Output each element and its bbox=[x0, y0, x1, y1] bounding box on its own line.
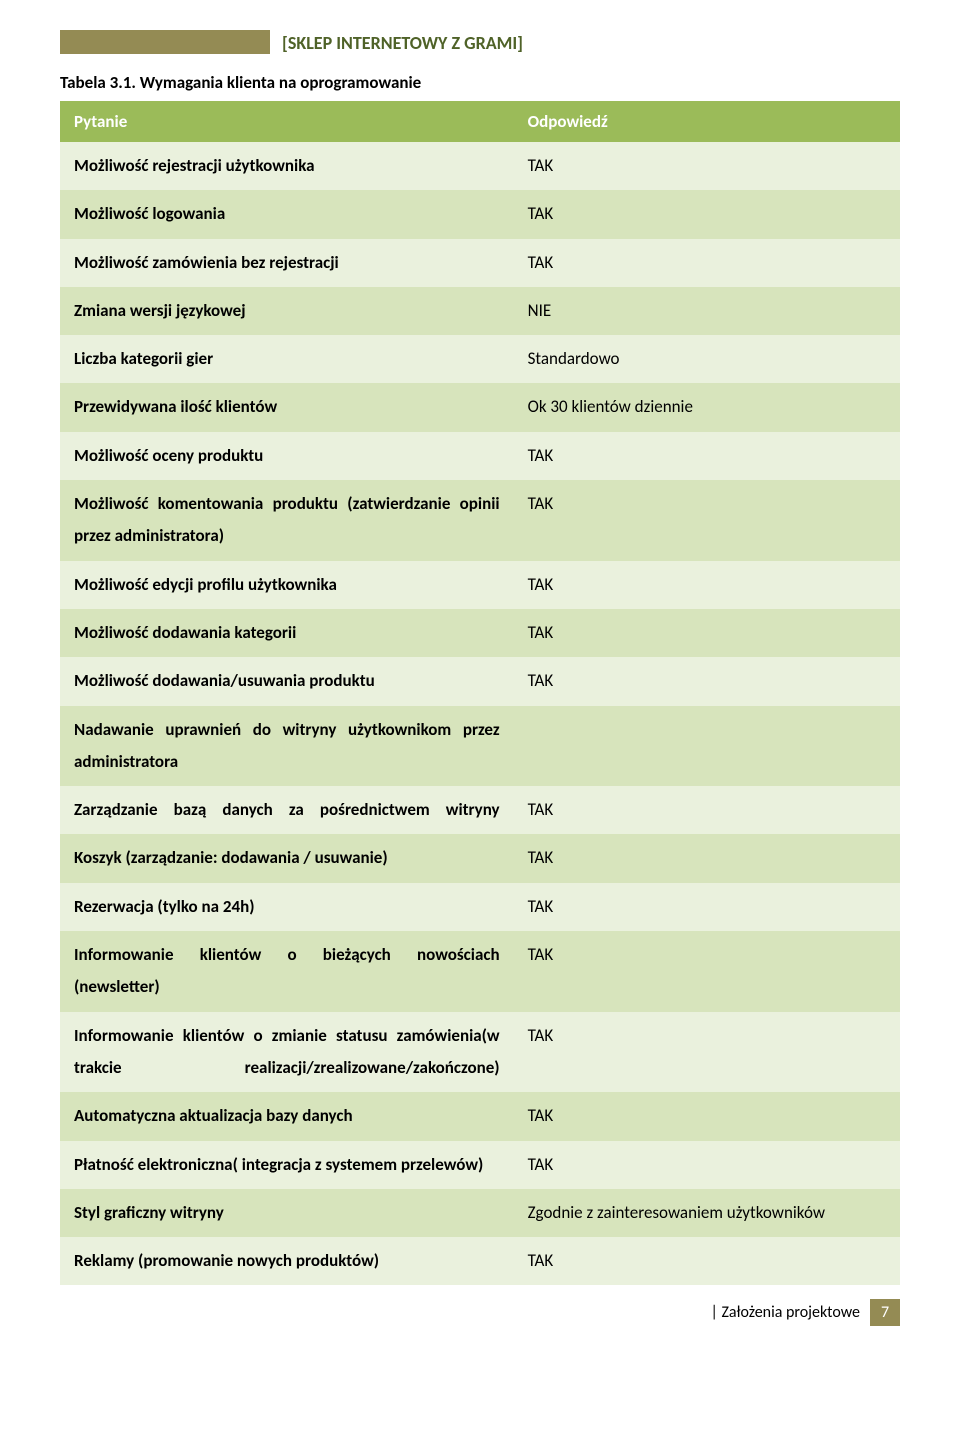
cell-question: Styl graficzny witryny bbox=[60, 1189, 514, 1237]
page-header: [SKLEP INTERNETOWY Z GRAMI] bbox=[60, 30, 900, 54]
cell-question: Informowanie klientów o bieżących nowośc… bbox=[60, 931, 514, 1012]
table-caption: Tabela 3.1. Wymagania klienta na oprogra… bbox=[60, 72, 900, 93]
cell-question: Możliwość edycji profilu użytkownika bbox=[60, 561, 514, 609]
cell-answer: Standardowo bbox=[514, 335, 900, 383]
cell-answer: TAK bbox=[514, 883, 900, 931]
page-footer: | Założenia projektowe 7 bbox=[60, 1299, 900, 1326]
cell-answer: TAK bbox=[514, 609, 900, 657]
cell-answer: TAK bbox=[514, 1092, 900, 1140]
table-row: Możliwość dodawania kategoriiTAK bbox=[60, 609, 900, 657]
table-body: Możliwość rejestracji użytkownikaTAK Moż… bbox=[60, 142, 900, 1285]
table-row: Liczba kategorii gierStandardowo bbox=[60, 335, 900, 383]
requirements-table: Pytanie Odpowiedź Możliwość rejestracji … bbox=[60, 101, 900, 1285]
table-row: Reklamy (promowanie nowych produktów)TAK bbox=[60, 1237, 900, 1285]
table-row: Możliwość oceny produktuTAK bbox=[60, 432, 900, 480]
table-row: Koszyk (zarządzanie: dodawania / usuwani… bbox=[60, 834, 900, 882]
cell-question: Możliwość oceny produktu bbox=[60, 432, 514, 480]
cell-question: Reklamy (promowanie nowych produktów) bbox=[60, 1237, 514, 1285]
header-title: [SKLEP INTERNETOWY Z GRAMI] bbox=[282, 32, 523, 54]
footer-page-number: 7 bbox=[870, 1299, 900, 1326]
cell-question: Liczba kategorii gier bbox=[60, 335, 514, 383]
table-row: Informowanie klientów o zmianie statusu … bbox=[60, 1012, 900, 1093]
cell-answer: TAK bbox=[514, 432, 900, 480]
table-row: Możliwość edycji profilu użytkownikaTAK bbox=[60, 561, 900, 609]
header-accent-block bbox=[60, 30, 270, 54]
cell-question: Możliwość logowania bbox=[60, 190, 514, 238]
table-row: Możliwość rejestracji użytkownikaTAK bbox=[60, 142, 900, 190]
cell-question: Możliwość dodawania kategorii bbox=[60, 609, 514, 657]
table-row: Styl graficzny witrynyZgodnie z zaintere… bbox=[60, 1189, 900, 1237]
cell-answer bbox=[514, 706, 900, 787]
cell-answer: Zgodnie z zainteresowaniem użytkowników bbox=[514, 1189, 900, 1237]
cell-answer: TAK bbox=[514, 190, 900, 238]
cell-question: Automatyczna aktualizacja bazy danych bbox=[60, 1092, 514, 1140]
cell-answer: Ok 30 klientów dziennie bbox=[514, 383, 900, 431]
cell-question: Koszyk (zarządzanie: dodawania / usuwani… bbox=[60, 834, 514, 882]
cell-answer: TAK bbox=[514, 834, 900, 882]
table-row: Rezerwacja (tylko na 24h)TAK bbox=[60, 883, 900, 931]
cell-question: Nadawanie uprawnień do witryny użytkowni… bbox=[60, 706, 514, 787]
table-row: Możliwość zamówienia bez rejestracjiTAK bbox=[60, 239, 900, 287]
table-row: Możliwość logowaniaTAK bbox=[60, 190, 900, 238]
cell-answer: TAK bbox=[514, 1237, 900, 1285]
cell-question: Informowanie klientów o zmianie statusu … bbox=[60, 1012, 514, 1093]
cell-question: Zmiana wersji językowej bbox=[60, 287, 514, 335]
cell-answer: TAK bbox=[514, 142, 900, 190]
table-row: Zmiana wersji językowejNIE bbox=[60, 287, 900, 335]
table-header-row: Pytanie Odpowiedź bbox=[60, 101, 900, 142]
table-row: Płatność elektroniczna( integracja z sys… bbox=[60, 1141, 900, 1189]
cell-question: Możliwość zamówienia bez rejestracji bbox=[60, 239, 514, 287]
cell-question: Rezerwacja (tylko na 24h) bbox=[60, 883, 514, 931]
cell-answer: NIE bbox=[514, 287, 900, 335]
cell-answer: TAK bbox=[514, 239, 900, 287]
col-header-question: Pytanie bbox=[60, 101, 514, 142]
footer-section-label: | Założenia projektowe bbox=[700, 1299, 870, 1326]
table-row: Zarządzanie bazą danych za pośrednictwem… bbox=[60, 786, 900, 834]
table-row: Możliwość komentowania produktu (zatwier… bbox=[60, 480, 900, 561]
table-row: Nadawanie uprawnień do witryny użytkowni… bbox=[60, 706, 900, 787]
cell-question: Zarządzanie bazą danych za pośrednictwem… bbox=[60, 786, 514, 834]
col-header-answer: Odpowiedź bbox=[514, 101, 900, 142]
cell-answer: TAK bbox=[514, 786, 900, 834]
cell-question: Przewidywana ilość klientów bbox=[60, 383, 514, 431]
cell-question: Możliwość rejestracji użytkownika bbox=[60, 142, 514, 190]
cell-answer: TAK bbox=[514, 1141, 900, 1189]
document-page: [SKLEP INTERNETOWY Z GRAMI] Tabela 3.1. … bbox=[0, 0, 960, 1346]
table-row: Możliwość dodawania/usuwania produktuTAK bbox=[60, 657, 900, 705]
cell-answer: TAK bbox=[514, 1012, 900, 1093]
cell-question: Możliwość dodawania/usuwania produktu bbox=[60, 657, 514, 705]
cell-answer: TAK bbox=[514, 561, 900, 609]
cell-answer: TAK bbox=[514, 657, 900, 705]
table-row: Automatyczna aktualizacja bazy danychTAK bbox=[60, 1092, 900, 1140]
table-row: Informowanie klientów o bieżących nowośc… bbox=[60, 931, 900, 1012]
cell-answer: TAK bbox=[514, 480, 900, 561]
cell-question: Możliwość komentowania produktu (zatwier… bbox=[60, 480, 514, 561]
cell-question: Płatność elektroniczna( integracja z sys… bbox=[60, 1141, 514, 1189]
table-row: Przewidywana ilość klientówOk 30 klientó… bbox=[60, 383, 900, 431]
cell-answer: TAK bbox=[514, 931, 900, 1012]
